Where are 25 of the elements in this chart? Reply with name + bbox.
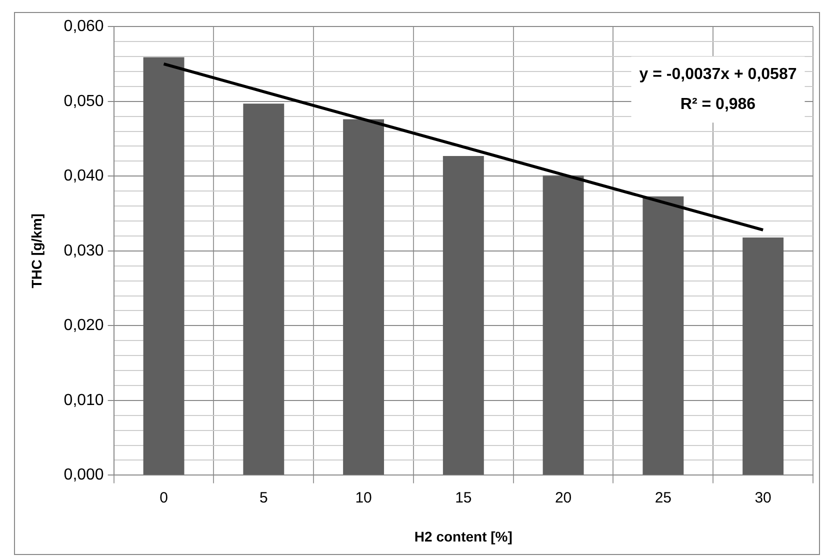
- bar: [143, 57, 184, 475]
- y-tick-label: 0,020: [64, 317, 104, 334]
- y-tick-label: 0,050: [64, 92, 104, 110]
- x-tick-label: 15: [455, 489, 472, 506]
- x-tick-label: 25: [654, 489, 672, 506]
- x-tick-label: 5: [259, 489, 268, 506]
- x-tick-label: 10: [355, 489, 372, 506]
- y-tick-label: 0,000: [64, 466, 104, 484]
- bar: [542, 175, 584, 475]
- x-tick-label: 20: [554, 489, 572, 506]
- bar: [642, 196, 684, 475]
- bar: [343, 119, 384, 475]
- x-tick-label: 30: [754, 489, 772, 506]
- bar: [742, 237, 784, 475]
- y-axis-title: THC [g/km]: [28, 214, 44, 288]
- bar: [243, 104, 284, 475]
- x-tick-label: 0: [160, 489, 168, 506]
- annotation: R² = 0,986: [680, 96, 756, 114]
- y-tick-label: 0,060: [64, 18, 104, 36]
- y-tick-label: 0,010: [64, 392, 104, 409]
- bar: [442, 156, 484, 475]
- annotation: y = -0,0037x + 0,0587: [639, 66, 797, 84]
- y-tick-label: 0,030: [64, 242, 104, 260]
- y-tick-label: 0,040: [64, 168, 104, 185]
- x-axis-title: H2 content [%]: [414, 528, 512, 544]
